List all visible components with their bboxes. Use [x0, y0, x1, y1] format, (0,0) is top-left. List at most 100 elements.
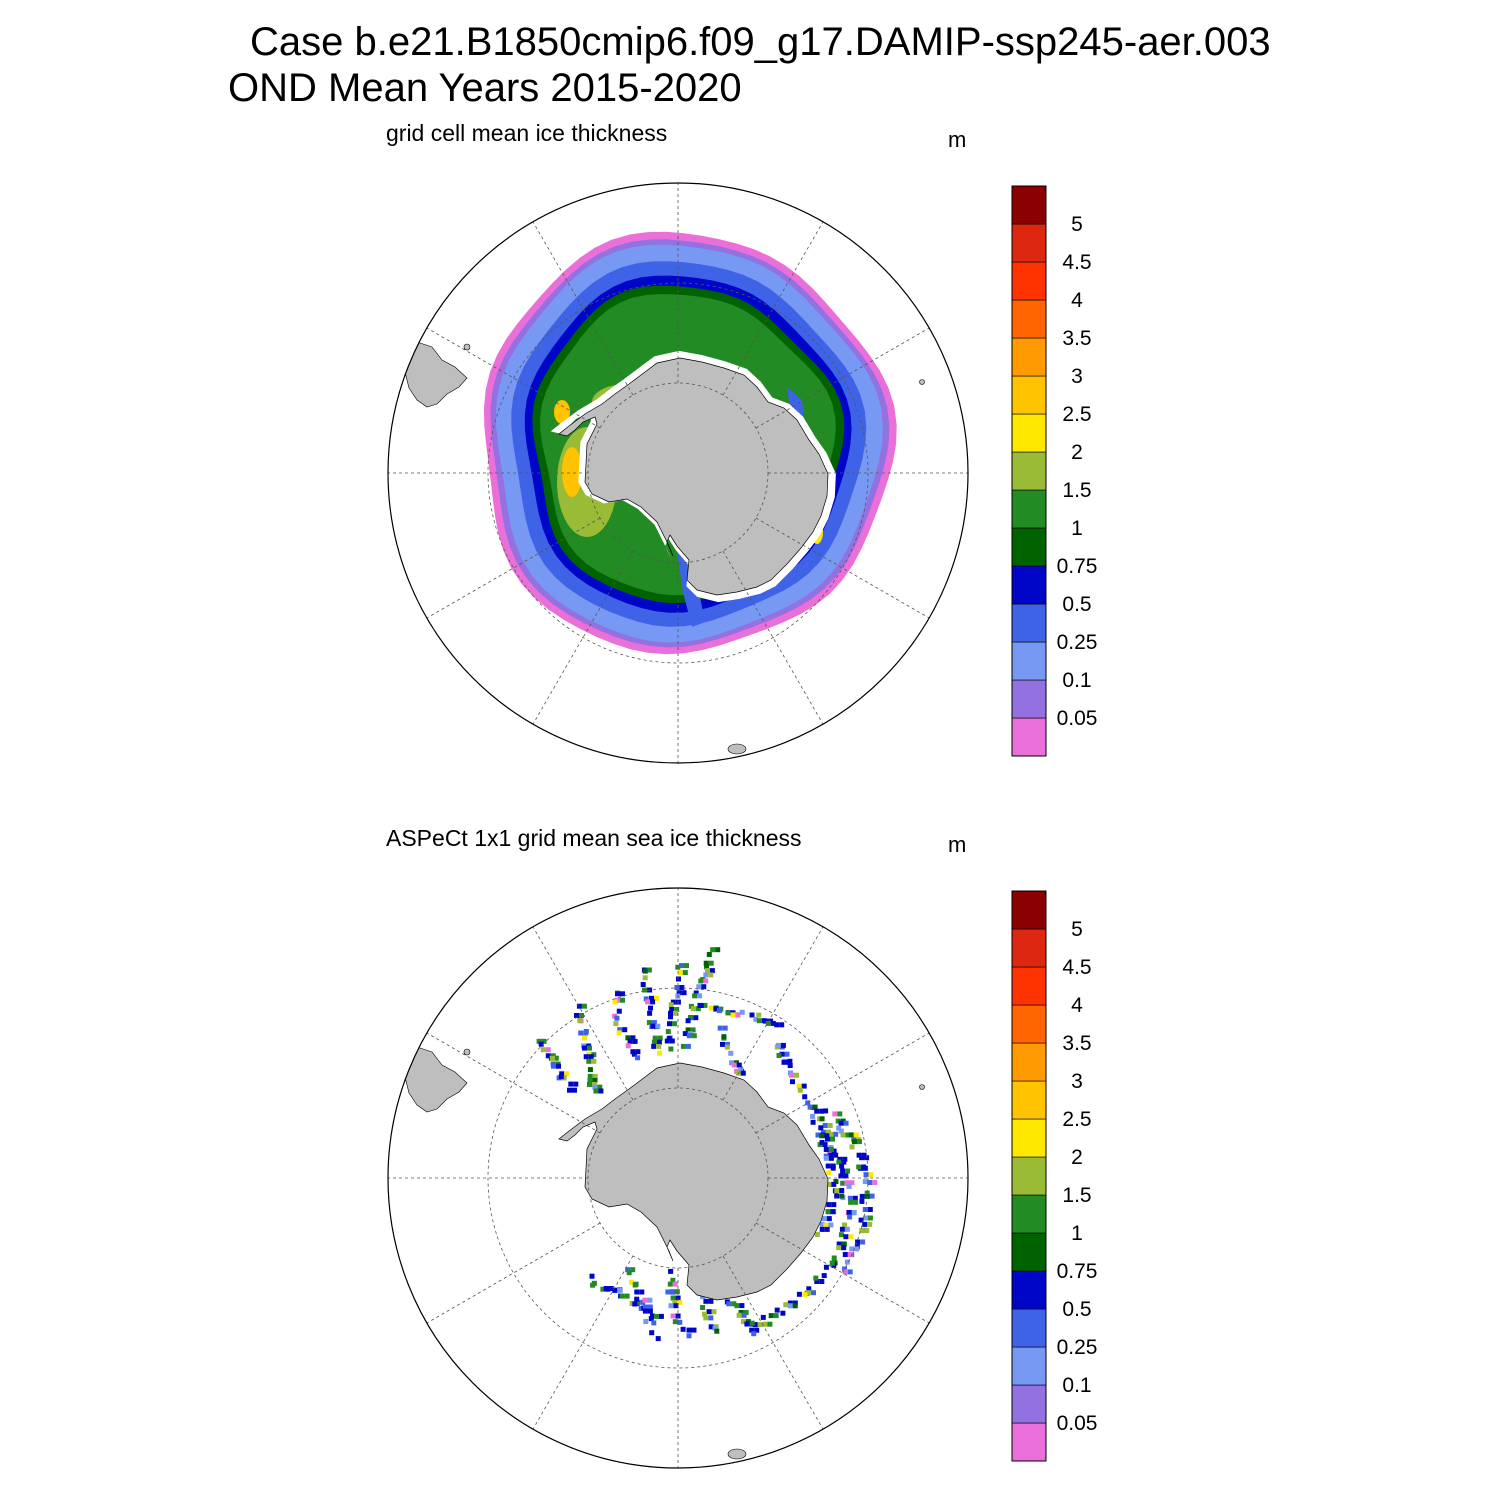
- observation-cell: [581, 1003, 587, 1009]
- observation-cell: [823, 1108, 829, 1114]
- colorbar-swatch-6: [1011, 489, 1047, 529]
- observation-cell: [656, 1043, 662, 1049]
- observation-cell: [779, 1051, 785, 1057]
- observation-cell: [655, 1336, 661, 1342]
- observation-cell: [674, 1289, 680, 1295]
- latitude-gridline: [487, 282, 869, 664]
- observation-cell: [807, 1104, 813, 1110]
- observation-cell: [839, 1226, 845, 1232]
- observation-cell: [842, 1252, 848, 1257]
- observation-cell: [696, 984, 702, 990]
- observation-cell: [647, 1297, 653, 1303]
- observation-cell: [856, 1152, 862, 1158]
- colorbar-swatch-4: [1011, 565, 1047, 605]
- observation-cell: [684, 963, 689, 969]
- observation-cell: [703, 1315, 709, 1321]
- observation-cell: [709, 968, 715, 974]
- colorbar-label: 1: [1071, 1222, 1083, 1245]
- observation-cell: [830, 1209, 836, 1215]
- observation-cell: [638, 1305, 644, 1311]
- observation-cell: [613, 1021, 619, 1027]
- observation-cell: [830, 1163, 836, 1169]
- observation-cell: [812, 1104, 818, 1110]
- colorbar-label: 0.75: [1057, 1260, 1098, 1283]
- observation-cell: [863, 1172, 869, 1178]
- colorbar-swatch-2: [1011, 641, 1047, 681]
- observation-cell: [838, 1120, 844, 1126]
- observation-cell: [862, 1215, 868, 1221]
- observation-cell: [734, 1303, 740, 1309]
- observation-cell: [686, 1333, 692, 1339]
- observation-cell: [680, 1326, 686, 1332]
- observation-cell: [592, 1084, 598, 1090]
- observation-cell: [631, 1051, 637, 1057]
- observation-cell: [592, 1077, 598, 1083]
- observation-cell: [583, 1054, 589, 1060]
- observation-cell: [831, 1181, 837, 1187]
- observation-cell: [679, 963, 684, 969]
- colorbar-label: 0.05: [1057, 707, 1098, 730]
- observation-cell: [806, 1286, 812, 1292]
- observation-cell: [834, 1188, 840, 1193]
- observation-cell: [692, 993, 698, 999]
- island-landmass: [919, 1084, 925, 1090]
- observation-cell: [652, 1035, 658, 1041]
- observation-cell: [695, 1006, 701, 1012]
- observation-cell: [821, 1273, 827, 1279]
- observation-cell: [656, 1039, 662, 1045]
- observation-cell: [632, 1301, 638, 1307]
- observation-cell: [872, 1180, 878, 1185]
- observation-cell: [826, 1181, 832, 1187]
- observation-cell: [790, 1079, 795, 1085]
- colorbar-swatch-9: [1011, 375, 1047, 415]
- observation-cell: [842, 1269, 848, 1275]
- observation-cell: [672, 1281, 678, 1287]
- observation-cell: [867, 1207, 873, 1212]
- observation-cell: [672, 1299, 678, 1305]
- observation-cell: [587, 1082, 592, 1087]
- colorbar-label: 5: [1071, 918, 1083, 941]
- observation-cell: [645, 999, 651, 1005]
- colorbar-label: 3.5: [1062, 1032, 1091, 1055]
- colorbar-swatch-11: [1011, 299, 1047, 339]
- observation-cell: [847, 1269, 853, 1275]
- observation-cell: [721, 1034, 727, 1040]
- observation-cell: [666, 1035, 672, 1041]
- observation-cell: [831, 1148, 837, 1154]
- observation-cell: [776, 1053, 782, 1058]
- observation-cell: [836, 1245, 842, 1251]
- observation-cell: [691, 1327, 697, 1333]
- new-zealand-landmass: [727, 743, 747, 755]
- observation-cell: [743, 1310, 749, 1315]
- main-title-period: OND Mean Years 2015-2020: [228, 66, 742, 110]
- observation-cell: [819, 1133, 825, 1139]
- observation-cell: [739, 1303, 745, 1309]
- observation-cell: [559, 1071, 565, 1077]
- observation-cell: [839, 1163, 845, 1169]
- observation-cell: [864, 1190, 870, 1196]
- observation-cell: [780, 1042, 786, 1048]
- observation-cell: [787, 1303, 793, 1309]
- observation-cell: [572, 1087, 577, 1093]
- observation-cell: [574, 1013, 579, 1018]
- observation-cell: [667, 1281, 673, 1287]
- observation-cell: [756, 1018, 762, 1024]
- observation-cell: [779, 1022, 785, 1028]
- ice-patch-2.5: [554, 400, 570, 424]
- observation-cell: [643, 996, 649, 1002]
- observation-cell: [670, 1295, 676, 1301]
- observation-cell: [691, 1033, 697, 1039]
- observation-cell: [625, 1043, 631, 1049]
- colorbar-swatch-3: [1011, 1308, 1047, 1348]
- observation-cell: [632, 1038, 638, 1044]
- observation-cell: [706, 952, 712, 957]
- observation-cell: [857, 1139, 862, 1145]
- observation-cell: [642, 975, 648, 981]
- observation-cell: [824, 1226, 830, 1232]
- colorbar-swatch-12: [1011, 966, 1047, 1006]
- observation-cell: [655, 1023, 661, 1029]
- observation-cell: [828, 1152, 834, 1158]
- observation-cell: [687, 1015, 693, 1020]
- observation-cell: [545, 1047, 551, 1053]
- observation-cell: [617, 1027, 623, 1033]
